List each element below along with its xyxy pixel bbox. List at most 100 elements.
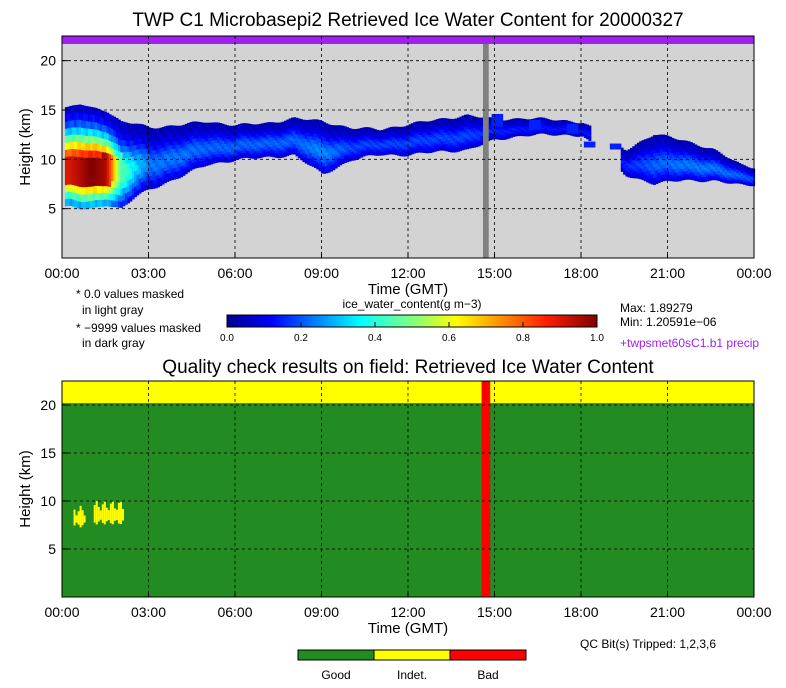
cloud-cell (542, 132, 546, 134)
cloud-cell (457, 134, 460, 138)
cloud-cell (200, 128, 204, 133)
cloud-cell (521, 123, 525, 126)
cloud-cell (558, 132, 562, 135)
cloud-cell (353, 140, 357, 143)
cloud-cell (526, 133, 530, 136)
cloud-cell (662, 151, 666, 155)
gridlines (62, 381, 754, 597)
cloud-cell (743, 177, 746, 180)
cloud-cell (653, 170, 656, 175)
cloud-cell (560, 126, 564, 128)
cloud-cell (334, 137, 338, 142)
cloud-cell (696, 148, 700, 152)
cloud-cell (491, 129, 495, 132)
cloud-cell (327, 158, 331, 163)
cloud-cell (553, 121, 557, 124)
cloud-cell (657, 172, 661, 177)
cloud-cell (459, 121, 463, 125)
cloud-cell (83, 172, 87, 180)
cloud-cell (581, 130, 585, 132)
cloud-cell (131, 139, 135, 146)
cloud-cell (586, 131, 589, 134)
cloud-cell (408, 128, 412, 132)
cloud-cell (295, 150, 299, 154)
cloud-cell (327, 148, 331, 153)
cloud-cell (636, 155, 640, 159)
cloud-cell (715, 156, 719, 160)
cloud-cell (90, 193, 94, 202)
cloud-cell (657, 148, 661, 153)
cloud-cell (630, 150, 633, 153)
cloud-cell (639, 168, 643, 172)
cloud-cell (170, 129, 174, 134)
cloud-cell (570, 121, 573, 124)
cloud-cell (420, 132, 423, 135)
cloud-cell (422, 139, 426, 142)
cloud-cell (247, 147, 250, 151)
cloud-cell (212, 136, 216, 141)
cloud-cell (410, 125, 414, 129)
cloud-cell (337, 134, 340, 138)
cloud-cell (300, 142, 303, 146)
cloud-cell (270, 148, 273, 152)
cloud-cell (288, 123, 292, 127)
cloud-cell (747, 167, 751, 170)
cloud-cell (286, 129, 290, 133)
cloud-cell (159, 173, 163, 178)
cloud-cell (230, 130, 234, 134)
cloud-cell (64, 163, 68, 172)
cloud-cell (427, 150, 430, 154)
cloud-cell (650, 153, 654, 158)
cloud-cell (549, 133, 553, 136)
cloud-cell (747, 184, 751, 186)
cloud-cell (189, 159, 193, 164)
cloud-cell (528, 134, 532, 137)
cloud-cell (293, 130, 297, 134)
cloud-cell (620, 147, 624, 150)
cloud-cell (477, 129, 481, 133)
cloud-cell (106, 159, 110, 167)
cloud-cell (309, 132, 313, 137)
cloud-cell (325, 123, 329, 128)
cloud-cell (330, 138, 333, 142)
cloud-cell (92, 150, 96, 158)
cloud-cell (427, 132, 430, 136)
cloud-cell (719, 161, 723, 164)
cloud-cell (85, 179, 89, 188)
cloud-cell (632, 164, 636, 167)
cloud-cell (703, 176, 707, 180)
cloud-cell (680, 145, 684, 150)
colorbar-tick-label: 0.2 (294, 333, 308, 344)
cloud-cell (212, 125, 216, 129)
cloud-cell (94, 192, 98, 201)
cloud-cell (726, 168, 730, 172)
cloud-cell (463, 144, 467, 148)
cloud-cell (367, 150, 370, 154)
cloud-cell (630, 162, 633, 166)
cloud-cell (708, 161, 712, 165)
cloud-cell (701, 162, 705, 166)
cloud-cell (111, 141, 114, 149)
cloud-cell (648, 166, 652, 171)
cloud-cell (692, 169, 696, 173)
cloud-cell (662, 134, 666, 139)
qc-indeterminate-cell (83, 515, 86, 523)
y-tick-label: 5 (48, 201, 56, 217)
cloud-cell (258, 152, 262, 156)
cloud-cell (307, 123, 310, 127)
cloud-cell (729, 166, 733, 169)
cloud-cell (620, 159, 624, 162)
cloud-cell (214, 145, 218, 149)
cloud-cell (512, 124, 516, 127)
cloud-cell (101, 158, 105, 166)
cloud-cell (475, 138, 479, 141)
cloud-cell (692, 156, 696, 160)
cloud-cell (729, 178, 733, 181)
cloud-cell (678, 174, 682, 179)
cloud-cell (187, 122, 190, 127)
cloud-cell (457, 139, 460, 143)
cloud-cell (715, 171, 719, 175)
cloud-cell (323, 133, 327, 138)
cloud-cell (671, 174, 675, 179)
cloud-cell (369, 146, 373, 150)
